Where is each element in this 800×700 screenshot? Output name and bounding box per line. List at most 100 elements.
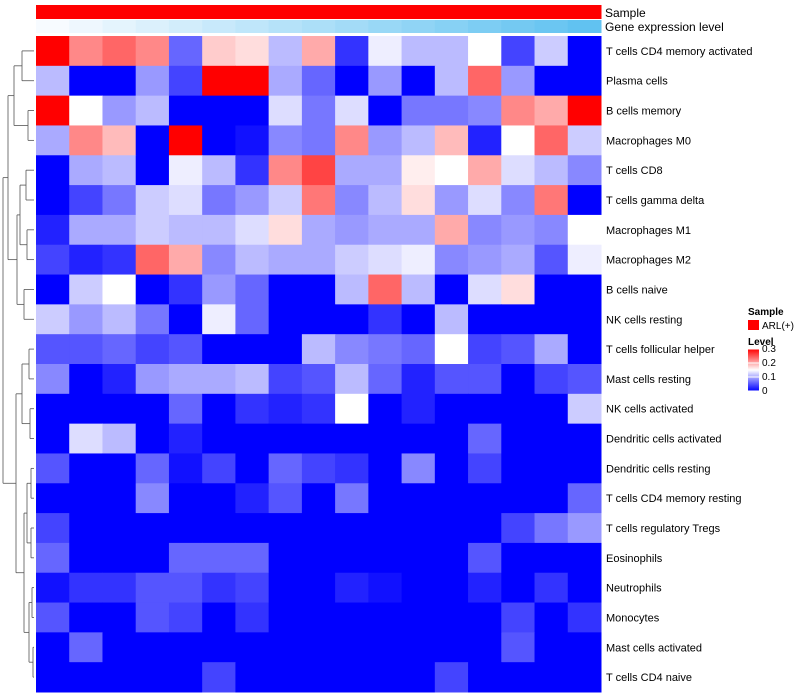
heatmap-cell bbox=[102, 602, 137, 633]
heatmap-cell bbox=[102, 36, 137, 67]
gene-expression-anno-cell bbox=[202, 20, 236, 33]
heatmap-cell bbox=[235, 662, 270, 693]
gene-expression-anno-cell bbox=[501, 20, 536, 33]
heatmap-cell bbox=[102, 155, 137, 186]
heatmap-cell bbox=[368, 334, 403, 365]
heatmap-cell bbox=[202, 125, 236, 156]
heatmap-cell bbox=[567, 513, 602, 544]
heatmap-cell bbox=[268, 662, 303, 693]
heatmap-cell bbox=[102, 483, 137, 514]
heatmap-cell bbox=[36, 364, 70, 395]
heatmap-cell bbox=[202, 572, 236, 604]
heatmap-cell bbox=[69, 155, 103, 186]
heatmap-cell bbox=[401, 95, 436, 126]
heatmap-cell bbox=[335, 185, 369, 216]
heatmap-cell bbox=[36, 572, 70, 604]
heatmap-cell bbox=[102, 423, 137, 454]
heatmap-cell bbox=[401, 244, 436, 276]
heatmap-cell bbox=[268, 393, 303, 425]
legend-sample-title: Sample bbox=[748, 307, 784, 318]
heatmap-cell bbox=[401, 602, 436, 633]
gene-expression-annotation-label: Gene expression level bbox=[605, 20, 724, 34]
gene-expression-anno-cell bbox=[36, 20, 70, 33]
heatmap-cell bbox=[567, 155, 602, 186]
heatmap-cell bbox=[567, 483, 602, 514]
heatmap-cell bbox=[36, 274, 70, 305]
heatmap-cell bbox=[335, 364, 369, 395]
heatmap-cell bbox=[69, 602, 103, 633]
heatmap-cell bbox=[501, 483, 536, 514]
heatmap-cell bbox=[202, 632, 236, 663]
heatmap-cell bbox=[202, 155, 236, 186]
heatmap-cell bbox=[168, 125, 203, 156]
heatmap-cell bbox=[135, 364, 170, 395]
heatmap-cell bbox=[501, 662, 536, 693]
heatmap-cell bbox=[434, 214, 469, 246]
sample-anno-cell bbox=[102, 5, 137, 19]
heatmap-cell bbox=[335, 542, 369, 574]
sample-anno-cell bbox=[69, 5, 103, 19]
heatmap-cell bbox=[468, 36, 502, 67]
heatmap-cell bbox=[235, 95, 270, 126]
heatmap-cell bbox=[335, 65, 369, 97]
heatmap-cell bbox=[401, 36, 436, 67]
heatmap-cell bbox=[468, 95, 502, 126]
heatmap-cells bbox=[36, 36, 602, 693]
heatmap-cell bbox=[135, 214, 170, 246]
heatmap-cell bbox=[36, 542, 70, 574]
heatmap-cell bbox=[301, 662, 336, 693]
heatmap-cell bbox=[335, 423, 369, 454]
heatmap-cell bbox=[168, 453, 203, 484]
heatmap-cell bbox=[168, 214, 203, 246]
heatmap-cell bbox=[168, 65, 203, 97]
heatmap-cell bbox=[135, 572, 170, 604]
heatmap-cell bbox=[335, 274, 369, 305]
heatmap-cell bbox=[102, 542, 137, 574]
heatmap-cell bbox=[202, 662, 236, 693]
heatmap-cell bbox=[268, 632, 303, 663]
heatmap-cell bbox=[501, 125, 536, 156]
heatmap-cell bbox=[36, 185, 70, 216]
heatmap-cell bbox=[102, 65, 137, 97]
heatmap-cell bbox=[301, 572, 336, 604]
heatmap-cell bbox=[468, 274, 502, 305]
heatmap-cell bbox=[534, 542, 569, 574]
heatmap-cell bbox=[468, 513, 502, 544]
heatmap-cell bbox=[567, 662, 602, 693]
heatmap-cell bbox=[135, 155, 170, 186]
heatmap-cell bbox=[468, 304, 502, 335]
heatmap-cell bbox=[401, 483, 436, 514]
heatmap-cell bbox=[534, 393, 569, 425]
heatmap-cell bbox=[235, 185, 270, 216]
heatmap-cell bbox=[301, 36, 336, 67]
heatmap-cell bbox=[434, 65, 469, 97]
heatmap-cell bbox=[102, 244, 137, 276]
heatmap-cell bbox=[434, 304, 469, 335]
heatmap-cell bbox=[368, 662, 403, 693]
heatmap-cell bbox=[102, 393, 137, 425]
heatmap-cell bbox=[301, 513, 336, 544]
heatmap-cell bbox=[268, 155, 303, 186]
heatmap-cell bbox=[468, 185, 502, 216]
heatmap-cell bbox=[235, 65, 270, 97]
gene-expression-anno-cell bbox=[102, 20, 137, 33]
heatmap-cell bbox=[69, 334, 103, 365]
heatmap-cell bbox=[69, 483, 103, 514]
heatmap-cell bbox=[335, 632, 369, 663]
heatmap-cell bbox=[501, 572, 536, 604]
heatmap-cell bbox=[434, 602, 469, 633]
heatmap-cell bbox=[268, 185, 303, 216]
sample-annotation-label: Sample bbox=[605, 6, 646, 20]
heatmap-cell bbox=[135, 513, 170, 544]
sample-anno-cell bbox=[235, 5, 270, 19]
heatmap-cell bbox=[434, 483, 469, 514]
heatmap-cell bbox=[36, 65, 70, 97]
heatmap-cell bbox=[434, 513, 469, 544]
heatmap-cell bbox=[335, 602, 369, 633]
heatmap-cell bbox=[368, 95, 403, 126]
heatmap-cell bbox=[434, 572, 469, 604]
legend-ticks: 0.3 0.2 0.1 0 bbox=[748, 344, 776, 397]
heatmap-cell bbox=[69, 65, 103, 97]
heatmap-cell bbox=[401, 572, 436, 604]
heatmap-cell bbox=[501, 95, 536, 126]
